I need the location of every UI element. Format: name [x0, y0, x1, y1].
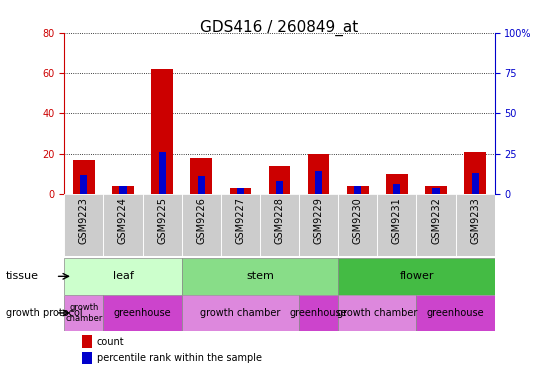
Text: greenhouse: greenhouse: [290, 308, 348, 318]
Text: GSM9230: GSM9230: [353, 197, 363, 244]
Bar: [377, 194, 416, 256]
Text: growth chamber: growth chamber: [337, 308, 418, 318]
Bar: [198, 176, 205, 194]
Bar: [269, 166, 290, 194]
Text: GSM9228: GSM9228: [274, 197, 285, 244]
Text: percentile rank within the sample: percentile rank within the sample: [97, 353, 262, 363]
Bar: [191, 158, 212, 194]
Bar: [315, 171, 322, 194]
Bar: [159, 152, 165, 194]
Bar: [347, 186, 368, 194]
Text: count: count: [97, 337, 124, 347]
Text: GSM9232: GSM9232: [431, 197, 441, 244]
Bar: [182, 258, 338, 295]
Bar: [299, 295, 338, 331]
Bar: [260, 194, 299, 256]
Bar: [237, 187, 244, 194]
Text: greenhouse: greenhouse: [113, 308, 172, 318]
Text: leaf: leaf: [112, 271, 134, 281]
Text: growth
chamber: growth chamber: [65, 303, 102, 323]
Bar: [103, 194, 143, 256]
Bar: [151, 69, 173, 194]
Bar: [120, 186, 126, 194]
Bar: [354, 186, 361, 194]
Text: GSM9233: GSM9233: [470, 197, 480, 244]
Text: growth protocol: growth protocol: [6, 308, 82, 318]
Bar: [472, 173, 479, 194]
Text: flower: flower: [399, 271, 434, 281]
Bar: [276, 181, 283, 194]
Bar: [64, 295, 103, 331]
Bar: [456, 194, 495, 256]
Text: GDS416 / 260849_at: GDS416 / 260849_at: [200, 20, 359, 36]
Text: GSM9225: GSM9225: [157, 197, 167, 244]
Text: GSM9231: GSM9231: [392, 197, 402, 244]
Bar: [338, 295, 416, 331]
Bar: [64, 194, 103, 256]
Bar: [386, 174, 408, 194]
Bar: [182, 295, 299, 331]
Bar: [338, 258, 495, 295]
Bar: [82, 335, 92, 348]
Bar: [64, 258, 182, 295]
Text: greenhouse: greenhouse: [427, 308, 485, 318]
Bar: [416, 295, 495, 331]
Text: stem: stem: [246, 271, 274, 281]
Text: GSM9223: GSM9223: [79, 197, 89, 244]
Bar: [73, 160, 94, 194]
Bar: [230, 188, 251, 194]
Bar: [221, 194, 260, 256]
Bar: [433, 187, 439, 194]
Text: GSM9224: GSM9224: [118, 197, 128, 244]
Bar: [182, 194, 221, 256]
Text: growth chamber: growth chamber: [200, 308, 281, 318]
Bar: [143, 194, 182, 256]
Bar: [338, 194, 377, 256]
Bar: [80, 175, 87, 194]
Bar: [425, 186, 447, 194]
Bar: [103, 295, 182, 331]
Text: GSM9227: GSM9227: [235, 197, 245, 244]
Text: GSM9226: GSM9226: [196, 197, 206, 244]
Bar: [394, 184, 400, 194]
Text: GSM9229: GSM9229: [314, 197, 324, 244]
Bar: [299, 194, 338, 256]
Bar: [416, 194, 456, 256]
Bar: [465, 152, 486, 194]
Bar: [82, 352, 92, 365]
Text: tissue: tissue: [6, 271, 39, 281]
Bar: [112, 186, 134, 194]
Bar: [308, 154, 329, 194]
